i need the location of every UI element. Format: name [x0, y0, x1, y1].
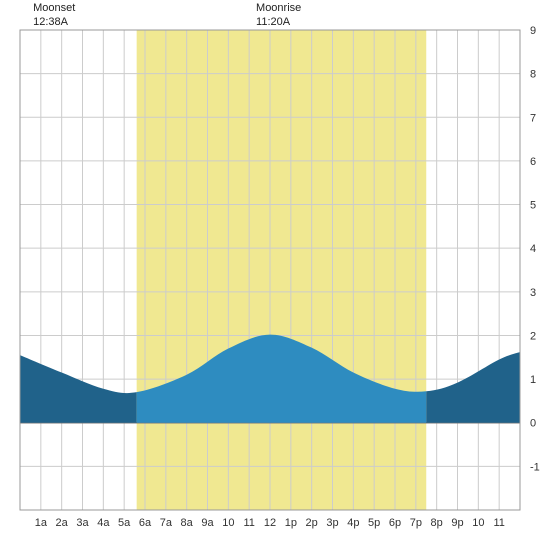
moonrise-annotation: Moonrise 11:20A — [256, 2, 301, 30]
svg-text:4a: 4a — [97, 517, 110, 529]
svg-text:2p: 2p — [306, 517, 318, 529]
svg-text:11: 11 — [493, 517, 504, 529]
svg-text:-1: -1 — [530, 461, 540, 473]
svg-text:12: 12 — [264, 517, 276, 529]
svg-text:1a: 1a — [35, 517, 48, 529]
moonrise-label: Moonrise — [256, 2, 301, 14]
moonset-label: Moonset — [33, 2, 75, 14]
svg-text:1: 1 — [530, 374, 536, 386]
svg-text:5p: 5p — [368, 517, 380, 529]
svg-text:7p: 7p — [410, 517, 422, 529]
svg-text:6a: 6a — [139, 517, 152, 529]
svg-text:3: 3 — [530, 287, 536, 299]
tide-chart: 1a2a3a4a5a6a7a8a9a1011121p2p3p4p5p6p7p8p… — [0, 0, 550, 550]
svg-text:4p: 4p — [347, 517, 359, 529]
svg-text:7: 7 — [530, 112, 536, 124]
svg-text:2: 2 — [530, 330, 536, 342]
moonrise-time: 11:20A — [256, 16, 290, 28]
svg-text:10: 10 — [222, 517, 234, 529]
moonset-time: 12:38A — [33, 16, 68, 28]
svg-text:8p: 8p — [431, 517, 443, 529]
svg-text:3a: 3a — [76, 517, 89, 529]
svg-text:5a: 5a — [118, 517, 131, 529]
svg-text:9p: 9p — [451, 517, 463, 529]
svg-text:8a: 8a — [181, 517, 194, 529]
svg-text:0: 0 — [530, 418, 536, 430]
svg-text:4: 4 — [530, 243, 536, 255]
svg-text:5: 5 — [530, 200, 536, 212]
svg-text:9: 9 — [530, 25, 536, 37]
svg-text:7a: 7a — [160, 517, 173, 529]
svg-text:3p: 3p — [326, 517, 338, 529]
svg-text:9a: 9a — [201, 517, 214, 529]
svg-text:10: 10 — [472, 517, 484, 529]
svg-text:6: 6 — [530, 156, 536, 168]
svg-text:2a: 2a — [56, 517, 69, 529]
svg-text:11: 11 — [243, 517, 254, 529]
moonset-annotation: Moonset 12:38A — [33, 2, 75, 30]
svg-text:8: 8 — [530, 69, 536, 81]
svg-text:6p: 6p — [389, 517, 401, 529]
svg-text:1p: 1p — [285, 517, 297, 529]
